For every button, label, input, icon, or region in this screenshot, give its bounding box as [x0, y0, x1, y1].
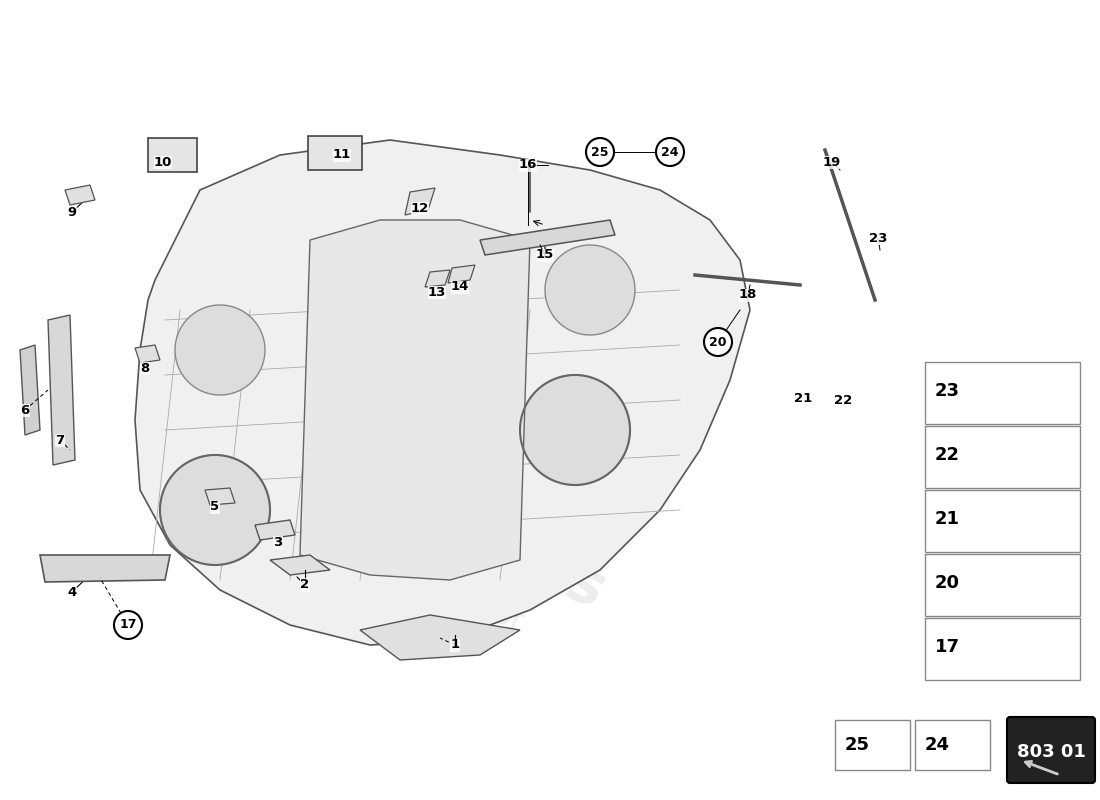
Circle shape	[114, 611, 142, 639]
Polygon shape	[205, 488, 235, 505]
Text: 6: 6	[21, 403, 30, 417]
Text: 13: 13	[428, 286, 447, 298]
Text: 11: 11	[333, 149, 351, 162]
Circle shape	[586, 138, 614, 166]
FancyBboxPatch shape	[925, 618, 1080, 680]
Circle shape	[704, 328, 732, 356]
Text: eurospares: eurospares	[246, 440, 613, 620]
Text: 25: 25	[845, 736, 870, 754]
FancyBboxPatch shape	[925, 490, 1080, 552]
Text: 5: 5	[210, 501, 220, 514]
Polygon shape	[20, 345, 40, 435]
Text: 20: 20	[710, 335, 727, 349]
Polygon shape	[360, 615, 520, 660]
Polygon shape	[270, 555, 330, 575]
Text: 803 01: 803 01	[1016, 743, 1086, 761]
FancyBboxPatch shape	[835, 720, 910, 770]
Text: since 1985: since 1985	[424, 416, 636, 524]
Polygon shape	[255, 520, 295, 540]
FancyBboxPatch shape	[1006, 717, 1094, 783]
Text: 8: 8	[141, 362, 150, 374]
Text: 25: 25	[592, 146, 608, 158]
FancyBboxPatch shape	[148, 138, 197, 172]
Text: 10: 10	[154, 155, 173, 169]
Circle shape	[175, 305, 265, 395]
Polygon shape	[65, 185, 95, 205]
Text: a passion for: a passion for	[333, 542, 527, 638]
FancyBboxPatch shape	[925, 554, 1080, 616]
Circle shape	[520, 375, 630, 485]
Circle shape	[544, 245, 635, 335]
Polygon shape	[448, 265, 475, 283]
Polygon shape	[48, 315, 75, 465]
Text: 17: 17	[119, 618, 136, 631]
Text: 24: 24	[925, 736, 950, 754]
Text: 23: 23	[869, 231, 888, 245]
FancyBboxPatch shape	[308, 136, 362, 170]
Text: 9: 9	[67, 206, 77, 218]
FancyBboxPatch shape	[915, 720, 990, 770]
Circle shape	[160, 455, 270, 565]
Text: 16: 16	[519, 158, 537, 171]
Text: 22: 22	[834, 394, 852, 406]
Polygon shape	[300, 220, 530, 580]
Text: 1: 1	[450, 638, 460, 651]
Polygon shape	[425, 270, 450, 287]
Text: 12: 12	[411, 202, 429, 214]
Text: 3: 3	[274, 535, 283, 549]
Text: 20: 20	[935, 574, 960, 592]
Text: 21: 21	[794, 391, 812, 405]
Polygon shape	[135, 140, 750, 645]
Polygon shape	[405, 188, 435, 215]
Text: 17: 17	[935, 638, 960, 656]
Text: 18: 18	[739, 289, 757, 302]
Text: 21: 21	[935, 510, 960, 528]
Circle shape	[656, 138, 684, 166]
Text: 23: 23	[935, 382, 960, 400]
Text: 22: 22	[935, 446, 960, 464]
Text: 15: 15	[536, 249, 554, 262]
Polygon shape	[480, 220, 615, 255]
Text: 19: 19	[823, 155, 842, 169]
Text: 24: 24	[661, 146, 679, 158]
Text: 7: 7	[55, 434, 65, 446]
Text: 14: 14	[451, 281, 470, 294]
Polygon shape	[40, 555, 170, 582]
Text: 4: 4	[67, 586, 77, 598]
Text: 2: 2	[300, 578, 309, 591]
Polygon shape	[135, 345, 160, 363]
FancyBboxPatch shape	[925, 362, 1080, 424]
FancyBboxPatch shape	[925, 426, 1080, 488]
